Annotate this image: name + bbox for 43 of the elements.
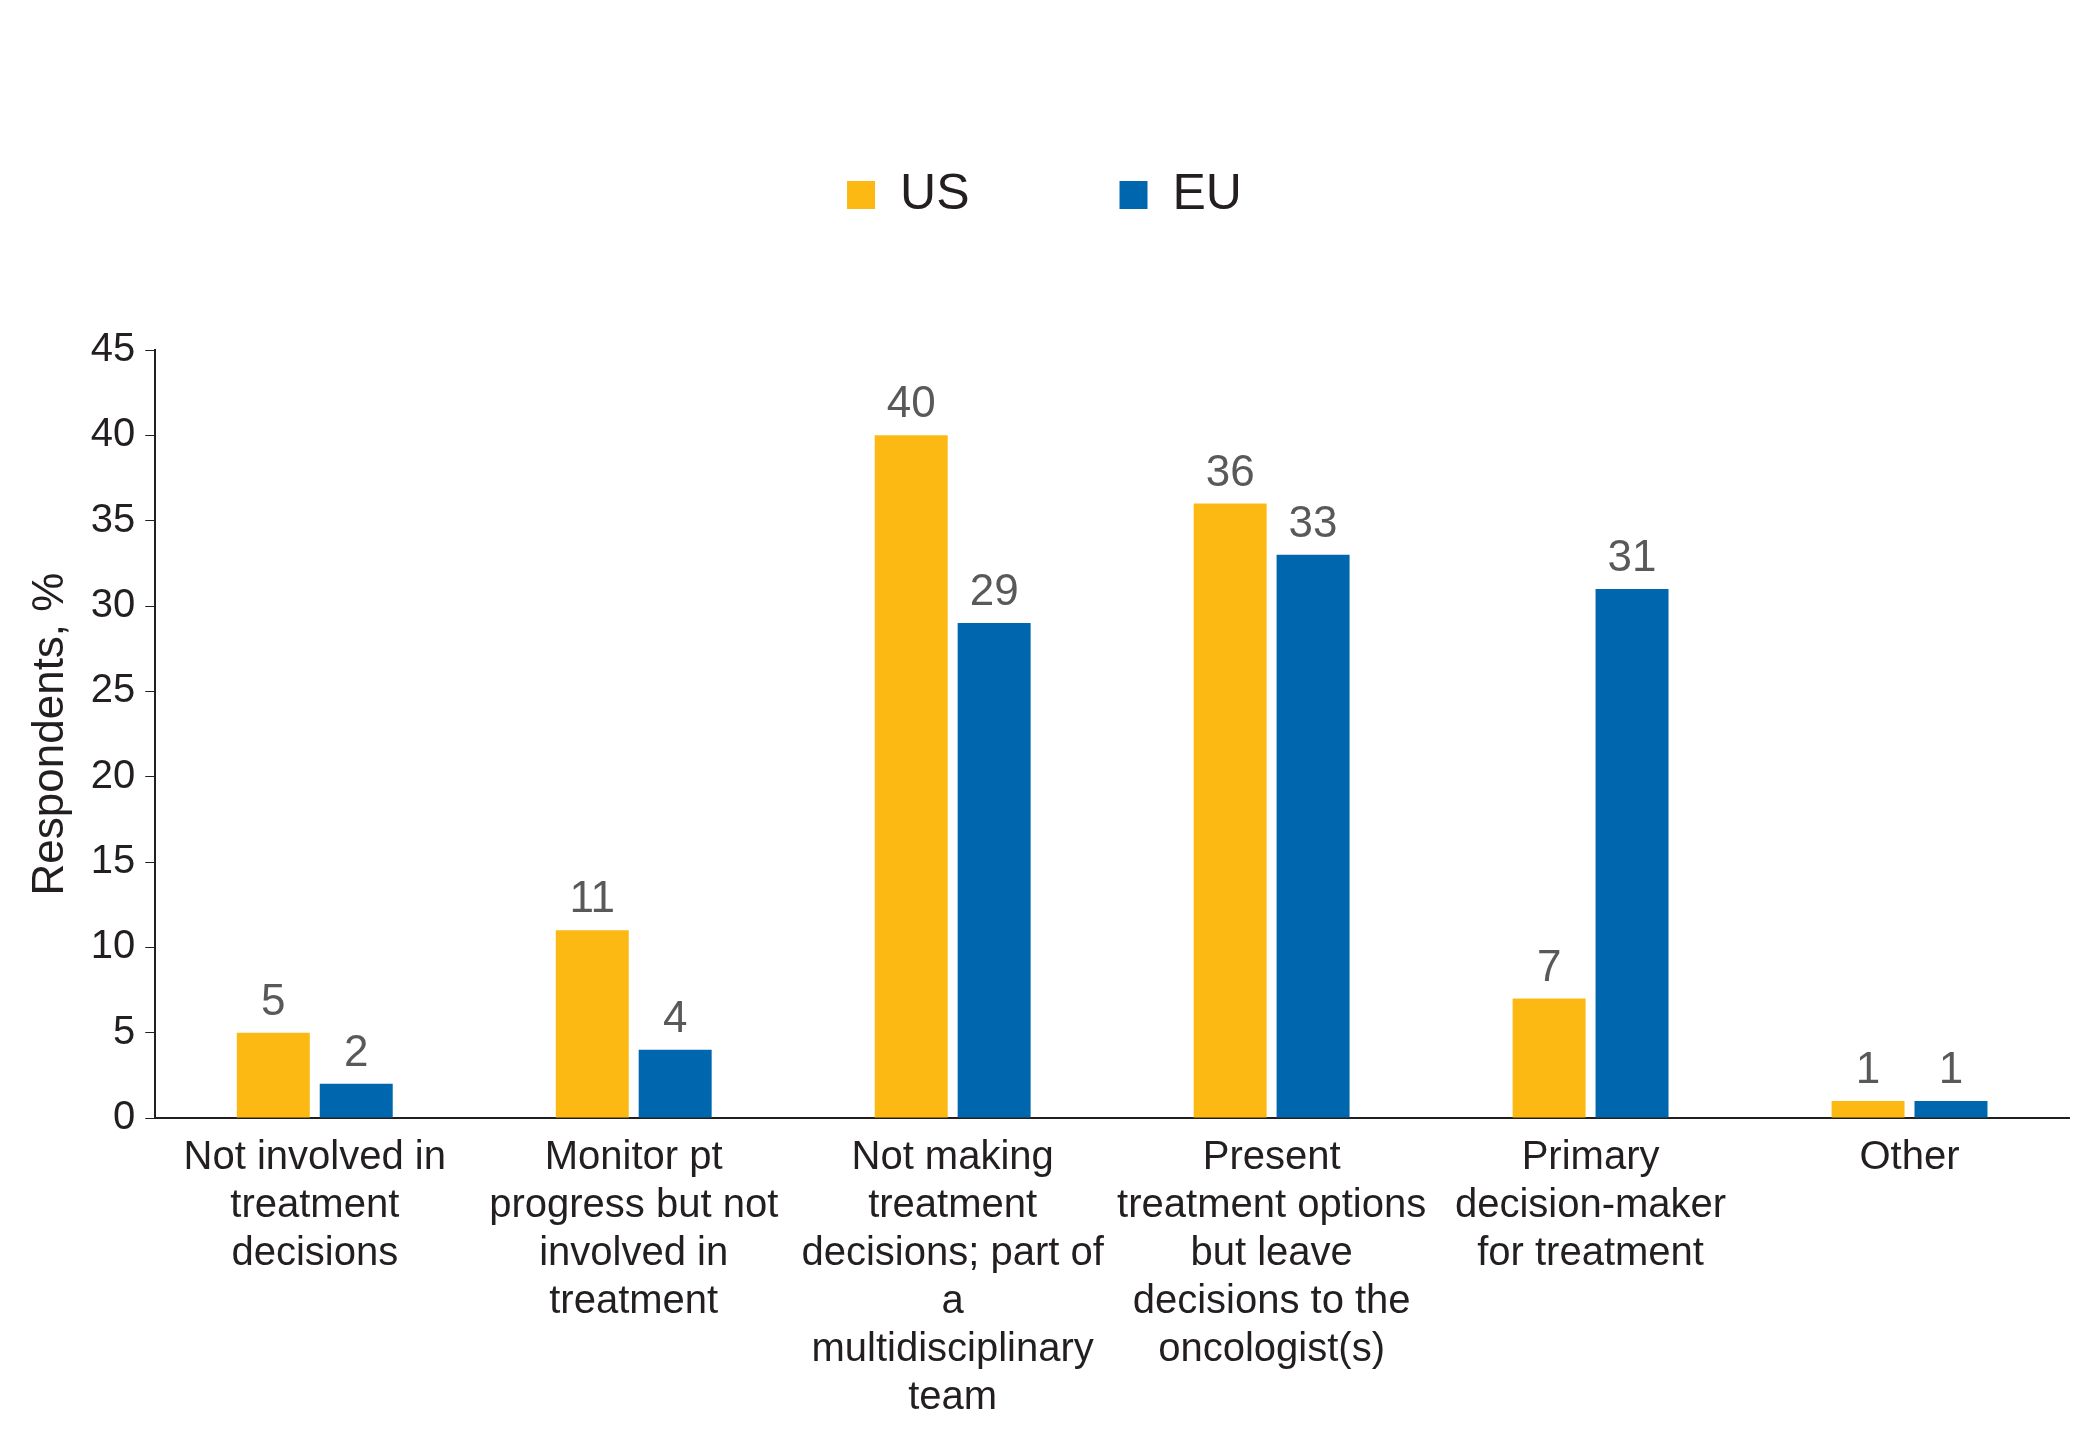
- data-label: 2: [343, 1026, 369, 1076]
- x-tick-label: Present treatment options but leave decisions to the oncologist(s): [1117, 1133, 1427, 1370]
- y-tick-label: 0: [113, 1093, 136, 1138]
- y-tick-label: 45: [90, 325, 136, 370]
- bar: [957, 623, 1031, 1118]
- legend-label: EU: [1172, 163, 1242, 220]
- y-tick-label: 25: [90, 666, 136, 711]
- x-tick-label: Monitor pt progress but not involved in treatment: [489, 1133, 779, 1322]
- data-label: 4: [662, 991, 688, 1041]
- y-tick-label: 10: [90, 922, 136, 967]
- bar: [1595, 588, 1669, 1118]
- bar: [319, 1083, 393, 1118]
- bar: [1512, 998, 1586, 1118]
- x-tick-label: Not making treatment decisions; part of a multidisciplinary team: [801, 1133, 1105, 1418]
- data-label: 5: [261, 974, 286, 1024]
- y-tick-label: 5: [113, 1007, 136, 1052]
- bar: [1193, 503, 1267, 1118]
- bar: [638, 1049, 712, 1118]
- x-tick-label: Not involved in treatment decisions: [183, 1133, 446, 1274]
- legend-label: US: [900, 163, 970, 220]
- bar: [1914, 1100, 1988, 1118]
- data-label: 11: [569, 872, 616, 922]
- y-tick-label: 35: [90, 495, 136, 540]
- x-tick-label: Other: [1859, 1133, 1960, 1178]
- x-tick-label: Primary decision-maker for treatment: [1454, 1133, 1727, 1274]
- y-tick-label: 15: [90, 837, 136, 882]
- y-tick-label: 40: [90, 410, 136, 455]
- bar: [874, 435, 948, 1118]
- data-label: 31: [1607, 531, 1657, 581]
- bar: [1831, 1100, 1905, 1118]
- bar: [236, 1032, 310, 1118]
- data-label: 29: [969, 565, 1019, 615]
- data-label: 33: [1288, 496, 1338, 546]
- data-label: 1: [1855, 1043, 1881, 1093]
- y-tick-label: 20: [90, 751, 136, 796]
- data-label: 40: [886, 377, 936, 427]
- bar: [555, 930, 629, 1118]
- data-label: 1: [1938, 1043, 1964, 1093]
- data-label: 7: [1536, 940, 1562, 990]
- data-label: 36: [1205, 445, 1255, 495]
- y-tick-label: 30: [90, 581, 136, 626]
- bar: [1276, 554, 1350, 1118]
- y-axis-title: Respondents, %: [22, 572, 72, 896]
